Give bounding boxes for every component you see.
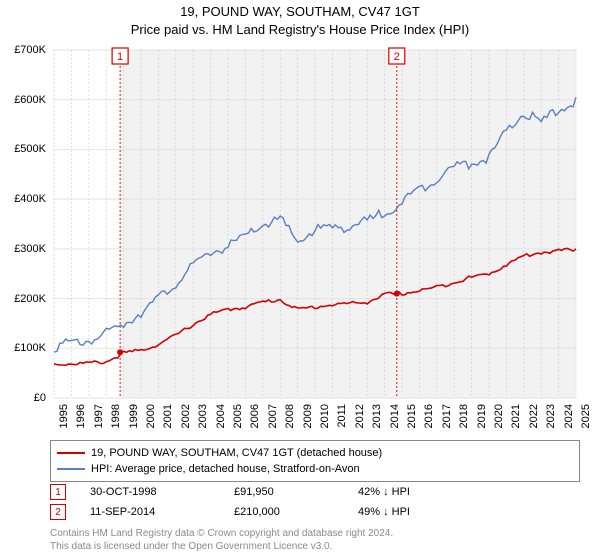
marker-date: 30-OCT-1998 [90, 486, 210, 498]
x-tick-label: 1997 [93, 404, 105, 444]
x-tick-label: 1999 [128, 404, 140, 444]
marker-row: 2 11-SEP-2014 £210,000 49% ↓ HPI [50, 502, 580, 522]
marker-delta: 42% ↓ HPI [358, 486, 410, 498]
x-tick-label: 2024 [563, 404, 575, 444]
x-tick-label: 1996 [75, 404, 87, 444]
x-tick-label: 2016 [423, 404, 435, 444]
legend-item: 19, POUND WAY, SOUTHAM, CV47 1GT (detach… [57, 445, 573, 461]
marker-price: £91,950 [234, 486, 334, 498]
chart-svg: 12 [50, 44, 580, 404]
x-tick-label: 2005 [232, 404, 244, 444]
x-tick-label: 2021 [510, 404, 522, 444]
x-tick-label: 2009 [302, 404, 314, 444]
legend-swatch [57, 452, 85, 454]
y-tick-label: £300K [0, 243, 50, 255]
y-tick-label: £0 [0, 392, 50, 404]
y-tick-label: £500K [0, 143, 50, 155]
x-tick-label: 2008 [284, 404, 296, 444]
x-tick-label: 2006 [249, 404, 261, 444]
x-tick-label: 2001 [162, 404, 174, 444]
x-tick-label: 1998 [110, 404, 122, 444]
chart-plot-area: 12 [50, 44, 580, 404]
marker-badge: 1 [50, 484, 66, 500]
marker-delta: 49% ↓ HPI [358, 506, 410, 518]
x-tick-label: 2013 [371, 404, 383, 444]
footer-line2: This data is licensed under the Open Gov… [50, 541, 580, 554]
x-tick-label: 2003 [197, 404, 209, 444]
legend-label: 19, POUND WAY, SOUTHAM, CV47 1GT (detach… [91, 447, 382, 459]
y-tick-label: £200K [0, 293, 50, 305]
footer-attribution: Contains HM Land Registry data © Crown c… [50, 528, 580, 553]
y-tick-label: £600K [0, 94, 50, 106]
y-tick-label: £700K [0, 44, 50, 56]
marker-price: £210,000 [234, 506, 334, 518]
x-tick-label: 2025 [580, 404, 592, 444]
x-tick-label: 2017 [441, 404, 453, 444]
x-tick-label: 2000 [145, 404, 157, 444]
x-tick-label: 2015 [406, 404, 418, 444]
x-tick-label: 2022 [528, 404, 540, 444]
legend-label: HPI: Average price, detached house, Stra… [91, 463, 360, 475]
x-tick-label: 2012 [354, 404, 366, 444]
svg-text:1: 1 [117, 51, 123, 63]
x-tick-label: 1995 [58, 404, 70, 444]
footer-line1: Contains HM Land Registry data © Crown c… [50, 528, 580, 541]
chart-title-line2: Price paid vs. HM Land Registry's House … [0, 19, 600, 41]
chart-title-line1: 19, POUND WAY, SOUTHAM, CV47 1GT [0, 0, 600, 19]
x-tick-label: 2007 [267, 404, 279, 444]
x-tick-label: 2019 [476, 404, 488, 444]
x-tick-label: 2002 [180, 404, 192, 444]
x-tick-label: 2023 [545, 404, 557, 444]
legend-item: HPI: Average price, detached house, Stra… [57, 461, 573, 477]
y-tick-label: £400K [0, 193, 50, 205]
y-tick-label: £100K [0, 342, 50, 354]
svg-text:2: 2 [394, 51, 400, 63]
marker-badge: 2 [50, 504, 66, 520]
legend: 19, POUND WAY, SOUTHAM, CV47 1GT (detach… [50, 440, 580, 482]
x-tick-label: 2004 [215, 404, 227, 444]
x-tick-label: 2010 [319, 404, 331, 444]
marker-date: 11-SEP-2014 [90, 506, 210, 518]
x-tick-label: 2018 [458, 404, 470, 444]
marker-row: 1 30-OCT-1998 £91,950 42% ↓ HPI [50, 482, 580, 502]
legend-swatch [57, 468, 85, 470]
x-tick-label: 2014 [389, 404, 401, 444]
x-tick-label: 2020 [493, 404, 505, 444]
chart-container: 19, POUND WAY, SOUTHAM, CV47 1GT Price p… [0, 0, 600, 560]
marker-details: 1 30-OCT-1998 £91,950 42% ↓ HPI 2 11-SEP-2014… [50, 482, 580, 522]
x-tick-label: 2011 [336, 404, 348, 444]
